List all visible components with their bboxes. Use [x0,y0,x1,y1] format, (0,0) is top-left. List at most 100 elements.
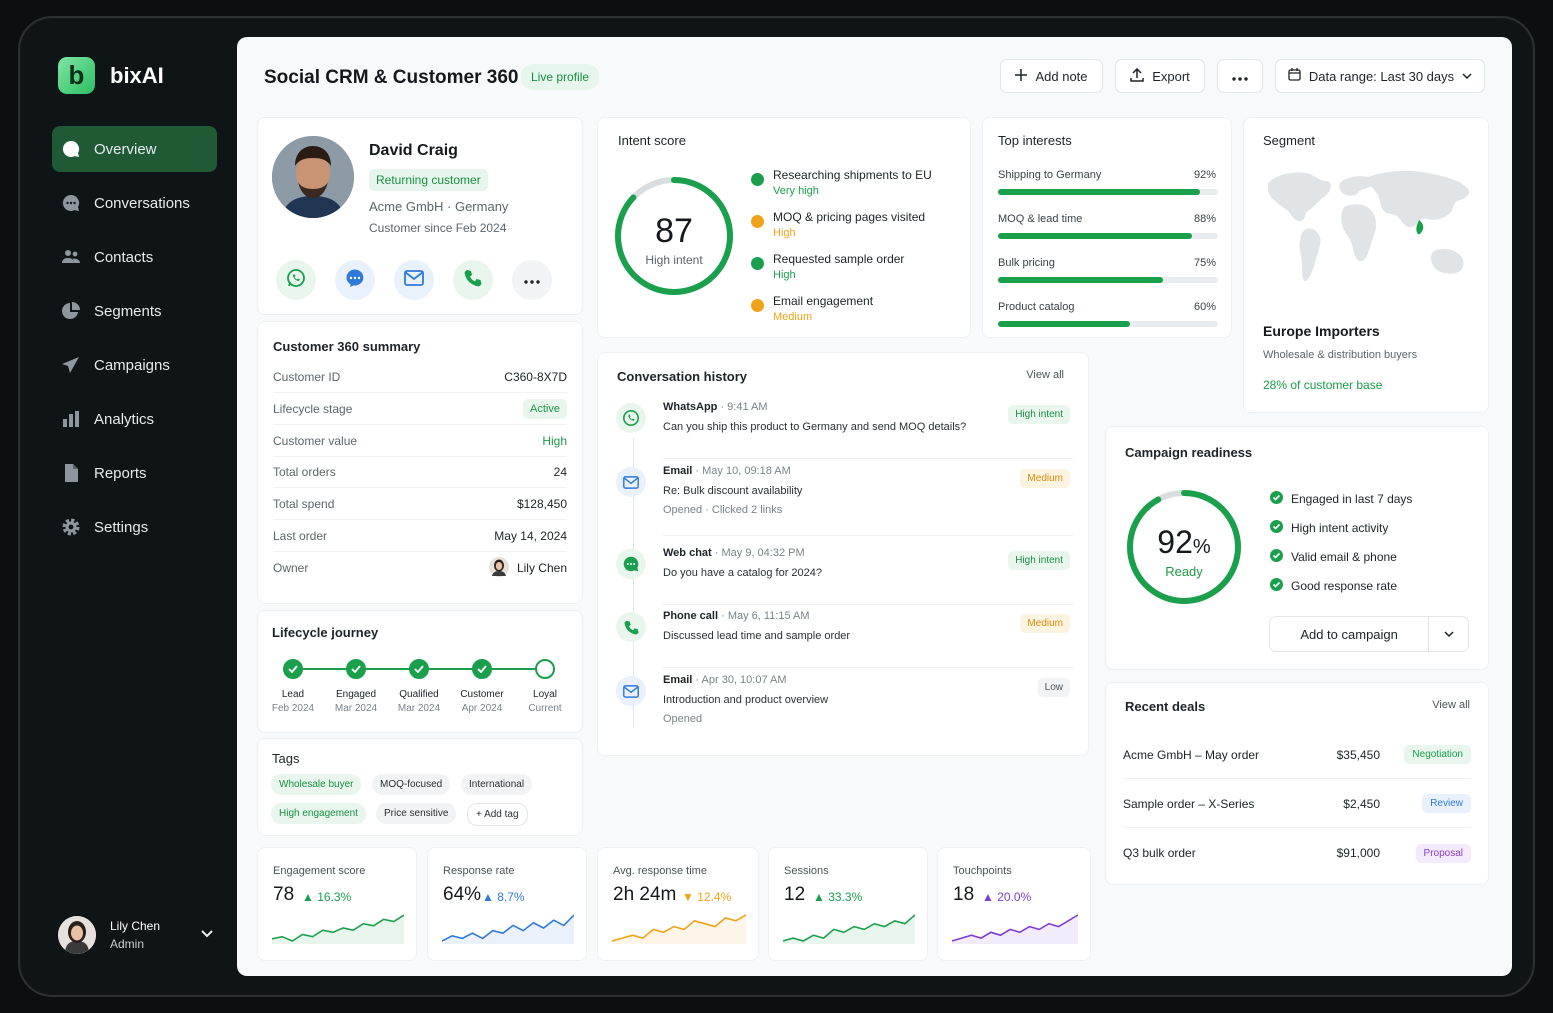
chevron-down-icon[interactable] [200,926,214,945]
kpi-label: Engagement score [273,865,366,877]
chevron-down-icon[interactable] [1428,617,1468,651]
nav-item-contacts[interactable]: Contacts [52,234,217,280]
conversation-item[interactable]: Phone call · May 6, 11:15 AM Discussed le… [613,604,1073,668]
conversation-item[interactable]: Email · Apr 30, 10:07 AM Introduction and… [613,668,1073,730]
readiness-pct: 92 [1157,524,1193,560]
user-role: Admin [110,937,145,951]
kpi-change-value: 33.3% [828,890,863,904]
kpi-change-value: 16.3% [317,890,352,904]
upload-icon [1130,67,1144,85]
intent-badge: Medium [1020,469,1070,488]
kpi-label: Avg. response time [613,865,707,877]
conversation-item[interactable]: WhatsApp · 9:41 AM Can you ship this prod… [613,395,1073,459]
nav-item-segments[interactable]: Segments [52,288,217,334]
add-note-button[interactable]: Add note [1000,59,1103,93]
arrow-up-icon: ▲ [982,890,998,904]
call-button[interactable] [453,260,493,300]
intent-score-value: 87 [655,212,693,250]
kpi-change: ▲ 8.7% [482,890,525,904]
deal-row[interactable]: Q3 bulk order $91,000 Proposal [1123,829,1471,877]
nav-item-overview[interactable]: Overview [52,126,217,172]
intent-badge: Low [1037,678,1070,697]
lifecycle-step-marker [346,659,366,679]
nav-item-reports[interactable]: Reports [52,450,217,496]
summary-row: Last order May 14, 2024 [273,520,567,552]
deal-stage-badge: Proposal [1415,843,1471,863]
view-all-link[interactable]: View all [1026,369,1064,381]
tag-chip[interactable]: Wholesale buyer [271,774,362,795]
nav-label: Campaigns [94,356,170,374]
more-icon [1232,69,1248,84]
deal-name: Q3 bulk order [1123,846,1196,860]
conversation-item[interactable]: Web chat · May 9, 04:32 PM Do you have a … [613,541,1073,605]
nav-item-campaigns[interactable]: Campaigns [52,342,217,388]
interest-pct: 92% [1193,169,1216,181]
lifecycle-step-label: Qualified [399,689,439,700]
nav-label: Reports [94,464,147,482]
interest-bar-fill [998,321,1130,327]
conversation-meta: Phone call · May 6, 11:15 AM [663,610,810,622]
date-range-select[interactable]: Data range: Last 30 days [1275,59,1485,93]
view-all-link[interactable]: View all [1432,699,1470,711]
deal-row[interactable]: Acme GmbH – May order $35,450 Negotiation [1123,731,1471,779]
customer-since: Customer since Feb 2024 [369,221,507,235]
kpi-change-value: 8.7% [497,890,525,904]
readiness-label: Ready [1165,564,1203,579]
tag-chip[interactable]: International [461,774,533,795]
lifecycle-stage-badge: Active [523,398,567,419]
conversation-time: 9:41 AM [727,401,768,413]
sparkline-line [442,914,574,942]
signal-level: High [773,269,796,281]
conversation-time: Apr 30, 10:07 AM [701,674,787,686]
nav-label: Segments [94,302,162,320]
more-icon [524,271,540,289]
world-map [1268,170,1470,282]
nav-label: Overview [94,140,157,158]
nav-item-analytics[interactable]: Analytics [52,396,217,442]
conversation-time: May 10, 09:18 AM [702,465,791,477]
add-tag-button[interactable]: + Add tag [467,803,528,826]
owner[interactable]: Lily Chen [488,556,567,580]
tag-chip[interactable]: MOQ-focused [372,774,451,795]
export-button[interactable]: Export [1115,59,1205,93]
readiness-check: Engaged in last 7 days [1270,484,1412,513]
profile-card: David Craig Returning customer Acme GmbH… [257,117,583,315]
nav-item-settings[interactable]: Settings [52,504,217,550]
conversation-channel: WhatsApp [663,401,718,413]
whatsapp-button[interactable] [276,260,316,300]
tag-chip[interactable]: High engagement [271,803,366,824]
segment-share: 28% of customer base [1263,378,1383,392]
owner-name: Lily Chen [516,561,567,575]
email-button[interactable] [394,260,434,300]
lifecycle-step-label: Customer [460,689,504,700]
interest-bar-fill [998,277,1163,283]
user-menu[interactable]: Lily Chen Admin [58,916,214,954]
add-to-campaign-button[interactable]: Add to campaign [1269,616,1469,652]
lifecycle-step-marker [409,659,429,679]
lifecycle-step-date: Feb 2024 [271,703,315,714]
kpi-card: Sessions 12 ▲ 33.3% [768,847,928,961]
more-actions-button[interactable] [512,260,552,300]
separator: · [718,610,728,622]
tag-chip[interactable]: Price sensitive [376,803,457,824]
summary-row: Lifecycle stage Active [273,393,567,425]
kpi-sparkline [952,914,1078,944]
deal-name: Sample order – X-Series [1123,796,1255,811]
messenger-button[interactable] [335,260,375,300]
more-options-button[interactable] [1217,59,1263,93]
date-range-label: Data range: Last 30 days [1308,68,1455,84]
divider [663,667,1073,668]
row-label: Last order [273,528,328,543]
readiness-value: 92% [1125,524,1243,561]
lifecycle-step-label: Loyal [533,689,557,700]
sparkline-area [272,915,404,944]
live-profile-badge: Live profile [521,64,600,90]
nav-item-conversations[interactable]: Conversations [52,180,217,226]
deal-row[interactable]: Sample order – X-Series $2,450 Review [1123,780,1471,828]
calendar-icon [1288,68,1301,84]
conversation-item[interactable]: Email · May 10, 09:18 AM Re: Bulk discoun… [613,459,1073,536]
top-interests-card: Top interests Shipping to Germany 92% MOQ … [982,117,1232,338]
arrow-up-icon: ▲ [302,890,318,904]
check-label: High intent activity [1291,520,1389,535]
intent-score-label: High intent [645,253,703,267]
